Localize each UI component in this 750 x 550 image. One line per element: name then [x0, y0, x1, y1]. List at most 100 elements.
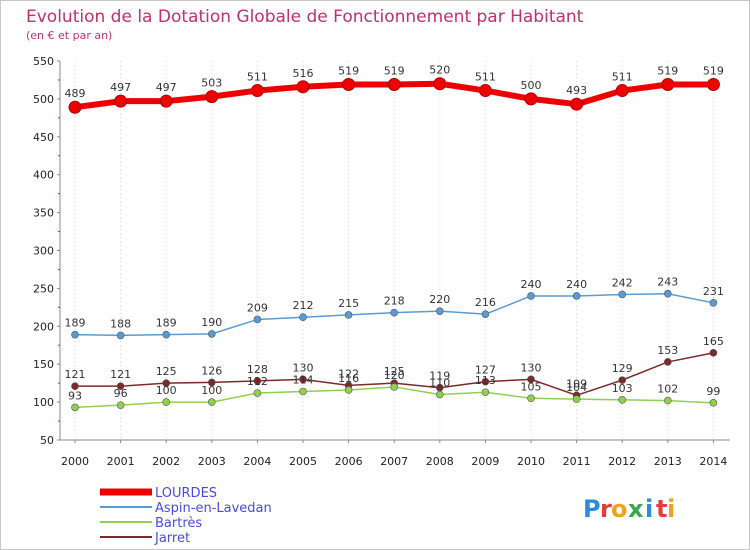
- data-label: 129: [612, 362, 633, 375]
- data-point: [481, 377, 490, 386]
- data-label: 511: [247, 71, 268, 84]
- x-tick-label: 2009: [471, 455, 499, 468]
- legend-label: Aspin-en-Lavedan: [155, 501, 272, 516]
- data-point: [478, 84, 492, 98]
- data-point: [71, 382, 79, 390]
- data-label: 116: [338, 372, 359, 385]
- data-label: 113: [475, 374, 496, 387]
- data-label: 511: [612, 71, 633, 84]
- data-point: [433, 77, 447, 91]
- data-label: 216: [475, 296, 496, 309]
- data-point: [299, 313, 307, 322]
- data-point: [250, 84, 264, 98]
- data-label: 189: [65, 317, 86, 330]
- y-tick-label: 150: [33, 358, 54, 371]
- data-label: 121: [65, 368, 86, 381]
- x-tick-label: 2011: [563, 455, 591, 468]
- data-label: 127: [475, 364, 496, 377]
- data-label: 102: [657, 383, 678, 396]
- y-tick-label: 100: [33, 396, 54, 409]
- data-point: [435, 307, 444, 315]
- data-point: [71, 403, 79, 412]
- chart-subtitle: (en € et par an): [26, 29, 112, 42]
- data-label: 218: [384, 295, 405, 308]
- data-point: [481, 388, 490, 397]
- data-label: 104: [566, 381, 587, 394]
- x-tick-label: 2004: [243, 455, 271, 468]
- data-point: [162, 330, 170, 339]
- y-tick-label: 50: [40, 434, 54, 447]
- x-tick-label: 2000: [61, 455, 89, 468]
- y-tick-label: 500: [33, 93, 54, 106]
- data-point: [709, 349, 718, 357]
- brand-letter: o: [611, 495, 628, 523]
- data-label: 100: [156, 384, 177, 397]
- data-point: [387, 77, 401, 91]
- data-label: 105: [521, 380, 542, 393]
- data-label: 240: [566, 278, 587, 291]
- data-point: [663, 289, 672, 298]
- data-point: [615, 84, 629, 98]
- data-point: [706, 77, 720, 91]
- data-point: [390, 383, 399, 391]
- data-point: [342, 77, 356, 91]
- data-point: [570, 97, 584, 111]
- data-label: 188: [110, 317, 131, 330]
- data-point: [618, 396, 627, 404]
- data-label: 99: [706, 385, 720, 398]
- data-point: [253, 315, 262, 324]
- data-point: [299, 375, 307, 384]
- y-tick-label: 200: [33, 320, 54, 333]
- data-label: 112: [247, 375, 268, 388]
- data-label: 165: [703, 335, 724, 348]
- brand-letter: r: [600, 495, 612, 523]
- data-label: 96: [114, 387, 128, 400]
- chart-title: Evolution de la Dotation Globale de Fonc…: [26, 7, 584, 27]
- data-label: 215: [338, 297, 359, 310]
- y-tick-label: 350: [33, 207, 54, 220]
- data-label: 243: [657, 276, 678, 289]
- data-point: [524, 92, 538, 106]
- brand-letter: t: [656, 495, 667, 523]
- data-label: 125: [156, 365, 177, 378]
- data-label: 242: [612, 276, 633, 289]
- data-label: 519: [338, 64, 359, 77]
- data-label: 497: [156, 81, 177, 94]
- data-label: 122: [338, 367, 359, 380]
- data-point: [709, 299, 718, 307]
- data-label: 126: [201, 364, 222, 377]
- data-label: 93: [68, 389, 82, 402]
- data-point: [299, 387, 307, 396]
- y-tick-label: 250: [33, 282, 54, 295]
- data-point: [68, 100, 82, 114]
- y-tick-label: 550: [33, 55, 54, 68]
- data-point: [208, 330, 216, 338]
- data-label: 212: [293, 299, 314, 312]
- data-point: [159, 94, 173, 108]
- data-label: 125: [384, 365, 405, 378]
- data-label: 220: [429, 293, 450, 306]
- legend-label: Bartrès: [155, 516, 202, 531]
- data-point: [435, 390, 444, 399]
- data-label: 121: [110, 368, 131, 381]
- data-point: [296, 80, 310, 94]
- data-point: [208, 398, 216, 406]
- data-point: [390, 308, 399, 317]
- y-tick-label: 450: [33, 131, 54, 144]
- x-tick-label: 2005: [289, 455, 317, 468]
- data-label: 511: [475, 71, 496, 84]
- data-point: [208, 378, 216, 387]
- data-point: [253, 389, 262, 397]
- data-label: 128: [247, 363, 268, 376]
- data-label: 497: [110, 81, 131, 94]
- data-label: 503: [201, 77, 222, 90]
- data-point: [663, 358, 672, 366]
- x-tick-label: 2001: [107, 455, 135, 468]
- brand-letter: P: [583, 495, 601, 523]
- data-point: [253, 377, 262, 385]
- data-point: [162, 379, 170, 387]
- series-group: 121 121 125 126 128 130 122 125 119 127 130 109 129 1…: [65, 64, 724, 412]
